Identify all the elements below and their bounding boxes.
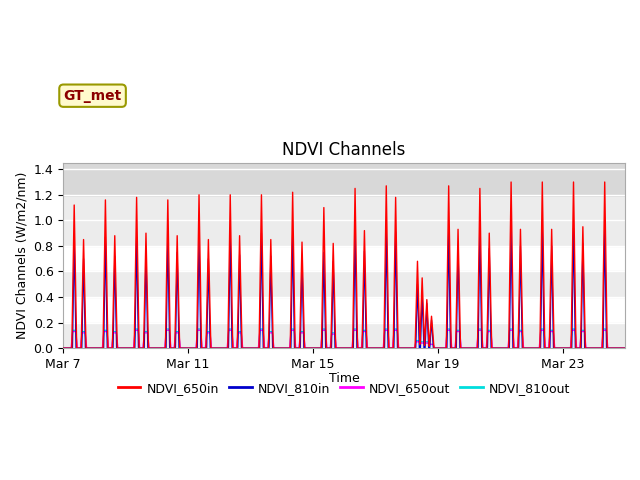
Title: NDVI Channels: NDVI Channels [282, 141, 406, 158]
Bar [63, 220, 625, 246]
Bar [63, 197, 625, 220]
Y-axis label: NDVI Channels (W/m2/nm): NDVI Channels (W/m2/nm) [15, 172, 28, 339]
X-axis label: Time: Time [329, 372, 360, 385]
Text: GT_met: GT_met [63, 89, 122, 103]
Legend: NDVI_650in, NDVI_810in, NDVI_650out, NDVI_810out: NDVI_650in, NDVI_810in, NDVI_650out, NDV… [113, 377, 575, 400]
Bar [63, 323, 625, 348]
Bar [63, 163, 625, 197]
Bar [63, 272, 625, 297]
